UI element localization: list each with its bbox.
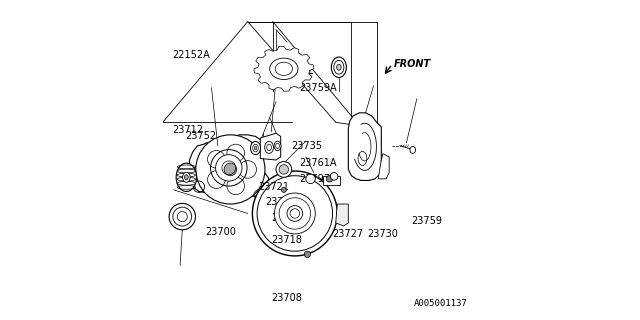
Text: 22152A: 22152A: [172, 50, 210, 60]
Ellipse shape: [176, 163, 196, 191]
Text: 23761A: 23761A: [300, 158, 337, 168]
Polygon shape: [189, 135, 269, 196]
Circle shape: [326, 176, 333, 182]
Text: 23721: 23721: [259, 182, 290, 192]
Polygon shape: [348, 113, 381, 180]
Ellipse shape: [276, 143, 280, 148]
Ellipse shape: [287, 205, 303, 221]
Ellipse shape: [332, 57, 346, 77]
Polygon shape: [323, 176, 340, 185]
Polygon shape: [336, 204, 348, 226]
Circle shape: [306, 174, 316, 184]
Text: 23730: 23730: [367, 229, 398, 239]
Text: 23735: 23735: [292, 141, 323, 151]
Ellipse shape: [184, 175, 188, 180]
Circle shape: [304, 251, 310, 258]
Polygon shape: [254, 46, 314, 91]
Text: 23723: 23723: [265, 197, 296, 207]
Ellipse shape: [250, 141, 260, 155]
Text: 23718: 23718: [271, 235, 302, 245]
Text: 23727: 23727: [333, 229, 364, 239]
Circle shape: [216, 155, 242, 181]
Ellipse shape: [274, 141, 281, 151]
Text: 23700: 23700: [205, 227, 236, 237]
Text: 23797: 23797: [300, 174, 331, 184]
Ellipse shape: [253, 144, 259, 152]
Text: 23712: 23712: [172, 125, 204, 135]
Circle shape: [211, 150, 247, 186]
Ellipse shape: [254, 146, 257, 150]
Ellipse shape: [252, 171, 337, 256]
Text: A005001137: A005001137: [414, 299, 468, 308]
Text: 23708: 23708: [271, 293, 302, 303]
Circle shape: [196, 135, 265, 204]
Circle shape: [330, 172, 338, 180]
Ellipse shape: [334, 60, 344, 74]
Text: 23759A: 23759A: [300, 83, 337, 93]
Text: 23759: 23759: [411, 216, 442, 226]
Ellipse shape: [182, 172, 190, 182]
Circle shape: [169, 204, 195, 230]
Ellipse shape: [275, 62, 292, 76]
Text: 23761: 23761: [271, 213, 302, 223]
Text: FRONT: FRONT: [394, 59, 431, 69]
Circle shape: [279, 165, 289, 174]
Ellipse shape: [275, 193, 316, 234]
Ellipse shape: [269, 58, 298, 79]
Ellipse shape: [337, 64, 341, 70]
Circle shape: [173, 207, 192, 226]
Circle shape: [282, 187, 286, 192]
Ellipse shape: [410, 147, 415, 153]
Circle shape: [224, 163, 237, 176]
Circle shape: [276, 162, 292, 177]
Text: 23752: 23752: [185, 132, 216, 141]
Polygon shape: [378, 154, 389, 179]
Polygon shape: [260, 133, 281, 160]
